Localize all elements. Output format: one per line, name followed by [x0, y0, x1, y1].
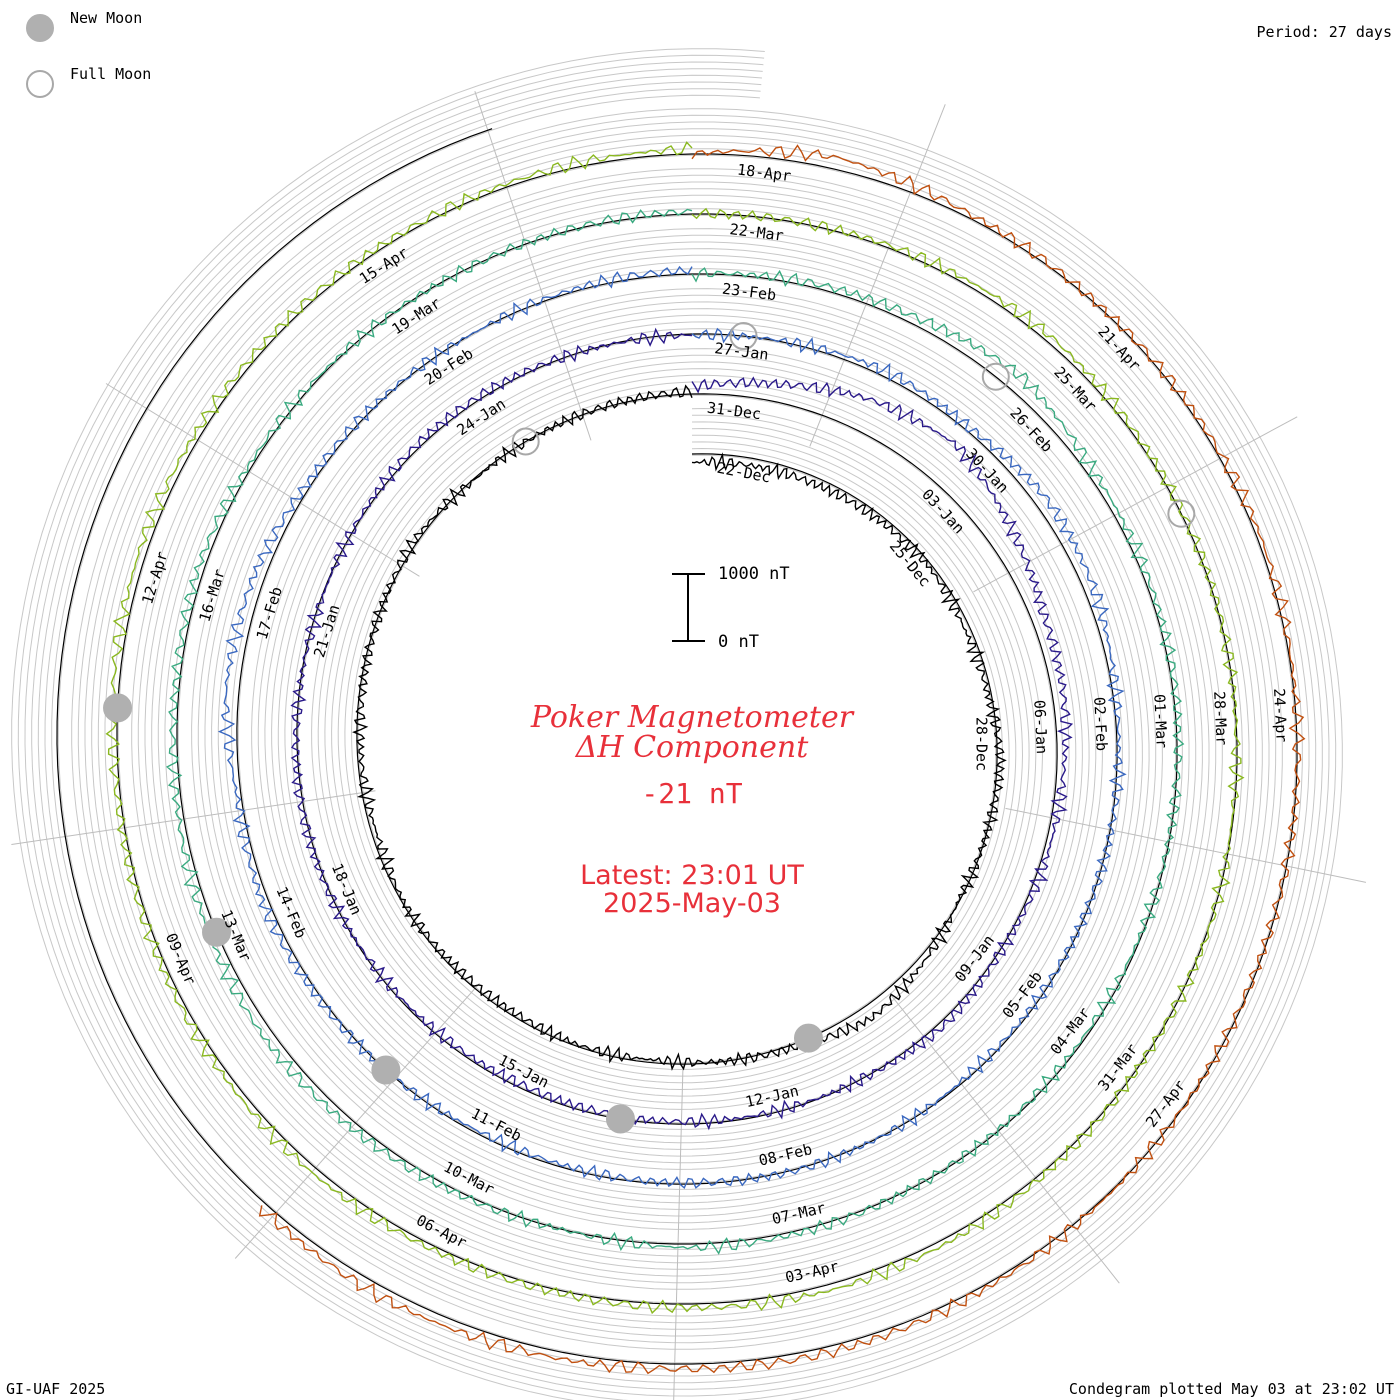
baseline-layer	[56, 128, 1298, 1365]
date-tick-label: 16-Mar	[196, 567, 229, 624]
date-tick-label: 17-Feb	[253, 585, 286, 642]
full-moon-marker	[981, 362, 1010, 391]
spoke-line	[234, 982, 480, 1259]
grid-spiral	[37, 74, 1317, 1384]
date-tick-label: 02-Feb	[1090, 696, 1111, 751]
grid-spiral	[11, 48, 1343, 1400]
series-trace-3	[165, 208, 1185, 1255]
spoke-line	[973, 416, 1298, 593]
date-tick-label: 27-Jan	[714, 339, 770, 364]
full-moon-marker	[729, 322, 758, 351]
full-moon-marker	[1167, 499, 1196, 528]
period-label: Period: 27 days	[1256, 23, 1392, 41]
date-tick-label: 22-Mar	[729, 220, 785, 245]
chart-subtitle: ΔH Component	[575, 730, 809, 765]
series-trace-4	[105, 141, 1245, 1315]
date-tick-label: 31-Dec	[706, 399, 762, 424]
new-moon-icon	[26, 14, 54, 42]
series-layer	[105, 141, 1306, 1375]
latest-time: Latest: 23:01 UT	[580, 860, 804, 891]
date-tick-label: 01-Mar	[1150, 694, 1171, 749]
spoke-line	[474, 91, 592, 441]
series-trace-0	[351, 384, 1007, 1071]
grid-layer	[11, 48, 1343, 1400]
spoke-line	[890, 994, 1120, 1284]
new-moon-marker	[605, 1104, 635, 1134]
spoke-line	[105, 383, 420, 577]
legend-new-moon: New Moon	[26, 9, 143, 44]
spoke-line	[11, 790, 376, 845]
grid-spiral	[31, 68, 1323, 1390]
series-trace-2	[217, 265, 1127, 1190]
latest-date: 2025-May-03	[603, 888, 781, 919]
current-value: -21 nT	[641, 777, 742, 810]
full-moon-icon	[26, 70, 54, 98]
new-moon-marker	[371, 1055, 401, 1085]
grid-spiral	[57, 94, 1297, 1364]
scale-bar: 1000 nT 0 nT	[672, 564, 790, 652]
grid-spiral	[17, 54, 1337, 1400]
baseline-spiral	[56, 128, 1298, 1365]
full-moon-label: Full Moon	[70, 65, 152, 83]
grid-spiral	[24, 61, 1330, 1397]
grid-spiral	[51, 88, 1303, 1370]
date-tick-label: 21-Jan	[310, 602, 343, 659]
date-tick-label: 24-Apr	[1270, 688, 1291, 743]
spoke-line	[809, 104, 946, 447]
scale-bottom-label: 0 nT	[718, 632, 759, 652]
plotted-label: Condegram plotted May 03 at 23:02 UT	[1068, 1380, 1394, 1398]
new-moon-marker	[202, 917, 232, 947]
new-moon-marker	[793, 1023, 823, 1053]
chart-title: Poker Magnetometer	[530, 700, 855, 735]
date-tick-label: 06-Jan	[1030, 699, 1051, 754]
date-tick-label: 28-Mar	[1210, 691, 1231, 746]
date-tick-label: 23-Feb	[721, 280, 777, 305]
series-trace-1	[290, 327, 1074, 1131]
date-tick-label: 28-Dec	[973, 717, 991, 771]
new-moon-label: New Moon	[70, 9, 143, 27]
date-tick-label: 18-Apr	[736, 160, 792, 185]
date-tick-label: 12-Apr	[138, 549, 171, 606]
grid-spiral	[44, 81, 1310, 1377]
legend-full-moon: Full Moon	[26, 65, 152, 100]
new-moon-marker	[103, 693, 133, 723]
credit-label: GI-UAF 2025	[6, 1380, 106, 1398]
full-moon-marker	[511, 427, 540, 456]
series-trace-5	[258, 144, 1306, 1375]
scale-top-label: 1000 nT	[718, 564, 790, 584]
spoke-line	[1005, 807, 1367, 883]
moon-marker-layer	[103, 322, 1196, 1134]
date-tick-label: 22-Dec	[715, 459, 772, 487]
